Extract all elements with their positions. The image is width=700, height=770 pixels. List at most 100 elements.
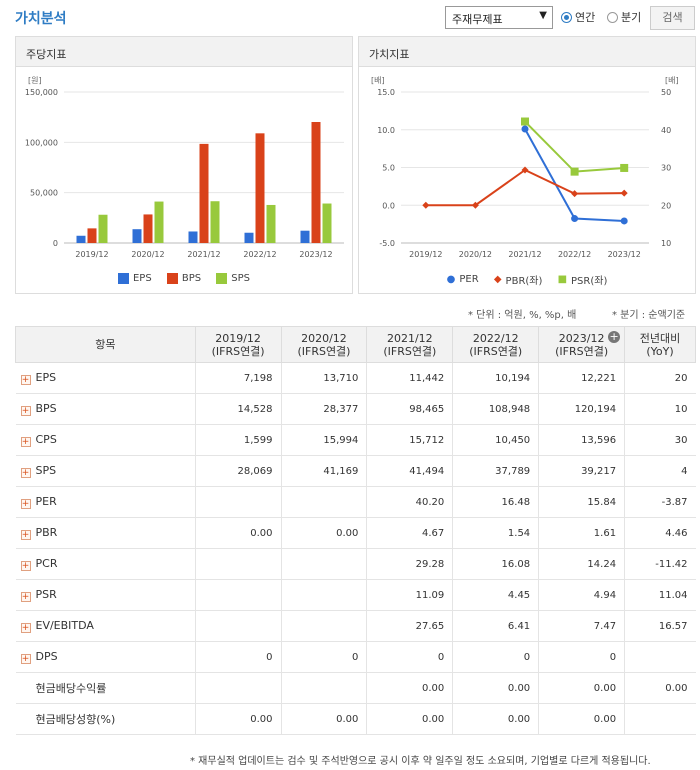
row-label[interactable]: + PER [15,486,196,518]
expand-icon[interactable]: + [20,530,31,540]
table-cell [281,579,368,611]
table-cell: 1,599 [195,424,282,456]
table-cell: 0.00 [452,703,540,735]
bar-bps [311,122,321,243]
legend-sps[interactable]: SPS [216,273,250,284]
table-cell: 40.20 [366,486,454,518]
header-col-6: 전년대비 (YoY) [624,326,696,363]
per-share-chart: [원] 150,000 100,000 50,000 0 2019/12 2020/12 20… [25,76,344,259]
header-label: 항목 [95,338,116,351]
period-note: * 분기 : 순액기준 [612,310,686,321]
expand-icon[interactable]: + [20,437,31,447]
point-pbr [422,201,430,209]
row-label[interactable]: + CPS [15,424,196,456]
table-row: + CPS 1,599 15,994 15,712 10,450 13,596 30 [15,424,696,456]
legend-per[interactable]: ● PER [447,274,479,285]
legend-psr[interactable]: ■ PSR(좌) [558,272,608,287]
table-cell: 0.00 [538,672,626,704]
header-sublabel: (IFRS연결) [383,344,437,358]
table-cell [624,641,696,673]
expand-icon[interactable]: + [20,561,31,571]
header-item: 항목 [15,326,196,363]
table-row: + SPS 28,069 41,169 41,494 37,789 39,217 4 [15,455,696,487]
table-cell [195,486,282,518]
radio-quarter[interactable]: 분기 [607,9,641,25]
legend-eps[interactable]: EPS [117,273,152,284]
table-cell: 0.00 [452,672,540,704]
table-cell: 39,217 [538,455,626,487]
table-row: + PER 40.20 16.48 15.84 -3.87 [15,486,696,518]
legend-bps[interactable]: BPS [166,273,201,284]
legend-pbr[interactable]: ◆ PBR(좌) [494,272,543,287]
row-label[interactable]: + PSR [15,579,196,611]
x-tick-label: 2022/12 [558,250,591,259]
expand-icon[interactable]: + [20,468,31,478]
row-label[interactable]: + EV/EBITDA [15,610,196,642]
table-cell [281,672,368,704]
row-label-text: SPS [35,464,57,477]
row-label[interactable]: + PBR [15,517,196,549]
table-cell: 98,465 [366,393,454,425]
table-cell: 0.00 [195,703,282,735]
page-title: 가치분석 [15,11,67,27]
table-cell: 6.41 [452,610,540,642]
x-tick-label: 2019/12 [409,250,442,259]
statement-select[interactable]: 주재무제표 ▼ [445,6,553,29]
valuation-legend: ● PER ◆ PBR(좌) ■ PSR(좌) [359,272,695,287]
row-label[interactable]: + EPS [15,362,196,394]
row-label[interactable]: + DPS [15,641,196,673]
table-cell: 28,377 [281,393,368,425]
table-cell: 0.00 [538,703,626,735]
point-per [620,217,628,225]
valuation-chart-title: 가치지표 [359,37,695,67]
header-label: 2023/12 [558,331,605,345]
expand-icon[interactable]: + [20,375,31,385]
valuation-chart-panel: 가치지표 [배] [배] 15.0 50 10.0 40 5.0 30 0.0 20 -5.0 10 2… [358,36,696,294]
y-tick-label: 50,000 [30,189,58,198]
legend-pbr-marker-icon: ◆ [493,274,502,285]
bar-eps [76,235,86,243]
row-label-text: DPS [35,650,58,663]
point-pbr [471,201,479,209]
expand-icon[interactable]: + [20,654,31,664]
row-label-text: 현금배당수익률 [35,682,107,695]
table-cell: 0 [452,641,540,673]
row-label[interactable]: + SPS [15,455,196,487]
header-sublabel: (YoY) [646,344,674,358]
y-right-tick-label: 30 [661,164,671,173]
table-cell: 30 [624,424,696,456]
per-share-chart-title: 주당지표 [16,37,352,67]
search-button[interactable]: 검색 [650,6,695,30]
row-label-text: PBR [35,526,58,539]
header-label: 2021/12 [386,331,433,345]
table-header-row: 항목 2019/12 (IFRS연결) 2020/12 (IFRS연결) 2021/12(… [15,326,696,363]
expand-icon[interactable]: + [20,499,31,509]
table-cell: 37,789 [452,455,540,487]
expand-icon[interactable]: + [20,623,31,633]
bar-eps [300,230,310,243]
chevron-down-icon: ▼ [539,10,547,21]
y-left-tick-label: 5.0 [382,164,395,173]
row-label-text: EPS [35,371,57,384]
add-column-icon[interactable]: + [608,330,621,343]
legend-sps-swatch [216,273,228,284]
bar-bps [143,214,153,243]
row-label-text: BPS [35,402,57,415]
row-label[interactable]: + PCR [15,548,196,580]
y-right-tick-label: 50 [661,88,671,97]
row-label[interactable]: + BPS [15,393,196,425]
header-label: 2022/12 [472,331,519,345]
point-per [521,125,529,133]
table-cell: 10,194 [452,362,540,394]
table-cell: 0.00 [281,703,368,735]
table-cell: 0 [195,641,282,673]
y-tick-label: 100,000 [25,138,58,147]
top-bar: 가치분석 주재무제표 ▼ 연간 분기 검색 [0,0,700,34]
table-row: + BPS 14,528 28,377 98,465 108,948 120,194 10 [15,393,696,425]
expand-icon[interactable]: + [20,592,31,602]
row-label-text: EV/EBITDA [35,619,94,632]
expand-icon[interactable]: + [20,406,31,416]
radio-annual[interactable]: 연간 [561,9,595,25]
table-cell: 16.08 [452,548,540,580]
table-cell: 41,169 [281,455,368,487]
